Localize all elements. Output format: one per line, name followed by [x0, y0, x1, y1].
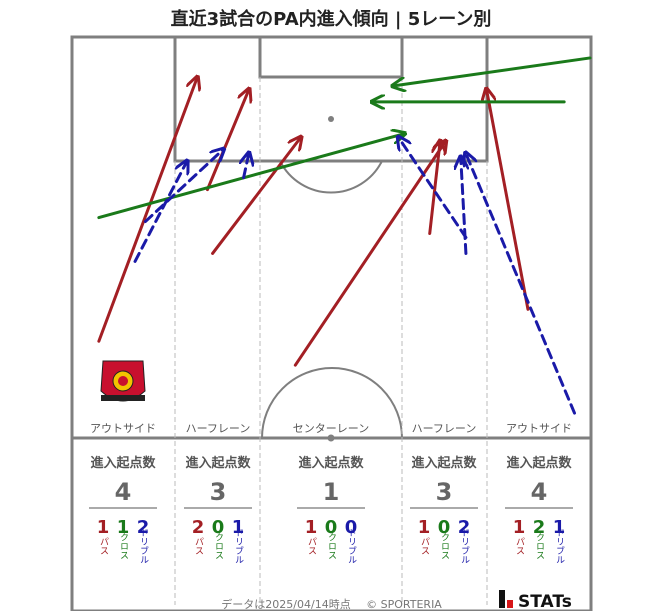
lane-cross-value: 2 — [533, 517, 546, 538]
arrow-dribble-3 — [399, 138, 468, 239]
lane-cross-value: 0 — [438, 517, 451, 538]
lane-cross-label: クロス — [439, 532, 449, 559]
penalty-spot — [328, 116, 334, 122]
lane-name: センターレーン — [293, 422, 369, 435]
lane-name: アウトサイド — [90, 422, 156, 435]
arrow-pass-3 — [293, 142, 445, 367]
lane-pass-label: パス — [98, 537, 109, 555]
lane-total-value: 3 — [436, 478, 453, 506]
brand-logo-text: STATs — [518, 592, 572, 611]
start-count-label: 進入起点数 — [506, 455, 572, 471]
arrow-cross-2 — [97, 134, 404, 220]
arrow-pass-4 — [428, 142, 440, 236]
lane-pass-label: パス — [419, 537, 430, 555]
start-count-label: 進入起点数 — [90, 455, 156, 471]
lane-pass-value: 2 — [192, 517, 205, 538]
arrow-dribble-5 — [466, 154, 576, 415]
center-spot — [327, 434, 335, 442]
start-count-label: 進入起点数 — [185, 455, 251, 471]
lane-cross-label: クロス — [534, 532, 544, 559]
lane-dribble-label: ドリブル — [459, 528, 470, 564]
lane-cross-value: 0 — [325, 517, 338, 538]
lane-pass-label: パス — [306, 537, 317, 555]
lane-pass-value: 1 — [305, 517, 318, 538]
arrow-dribble-0 — [133, 162, 187, 263]
lane-total-value: 3 — [210, 478, 227, 506]
lane-dribble-value: 1 — [232, 517, 245, 538]
lane-stats: 進入起点数41パス1クロス2ドリブル進入起点数32パス0クロス1ドリブル進入起点… — [89, 455, 573, 564]
lane-name: アウトサイド — [506, 422, 572, 435]
arrow-dribble-2 — [244, 154, 249, 180]
penalty-arc — [279, 160, 383, 194]
arrow-cross-0 — [394, 56, 592, 86]
urawa-reds-crest-icon — [100, 360, 146, 402]
lane-pass-label: パス — [514, 537, 525, 555]
lane-dribble-label: ドリブル — [138, 528, 149, 564]
lane-pass-value: 1 — [97, 517, 110, 538]
arrow-dribble-1 — [143, 150, 223, 224]
lane-pass-value: 1 — [513, 517, 526, 538]
footer-credit: © SPORTERIA — [366, 598, 442, 611]
j-stats-logo-icon — [499, 590, 513, 608]
arrow-pass-1 — [205, 90, 248, 192]
lane-cross-value: 0 — [212, 517, 225, 538]
lane-total-value: 4 — [115, 478, 132, 506]
footer-timestamp: データは2025/04/14時点 — [221, 597, 350, 611]
lane-dribble-label: ドリブル — [554, 528, 565, 564]
arrow-pass-0 — [97, 78, 197, 343]
arrow-pass-2 — [211, 138, 301, 255]
lane-dribble-value: 2 — [458, 517, 471, 538]
lane-pass-label: パス — [193, 537, 204, 555]
chart-title: 直近3試合のPA内進入傾向 | 5レーン別 — [171, 8, 492, 30]
lane-cross-label: クロス — [326, 532, 336, 559]
center-circle — [261, 367, 403, 439]
lane-dribble-value: 2 — [137, 517, 150, 538]
lane-cross-value: 1 — [117, 517, 130, 538]
arrow-dribble-4 — [461, 158, 466, 255]
start-count-label: 進入起点数 — [411, 455, 477, 471]
lane-cross-label: クロス — [118, 532, 128, 559]
start-count-label: 進入起点数 — [298, 455, 364, 471]
lane-pass-value: 1 — [418, 517, 431, 538]
lane-dribble-label: ドリブル — [346, 528, 357, 564]
lane-dividers — [174, 77, 488, 605]
lane-dribble-label: ドリブル — [233, 528, 244, 564]
lane-dribble-value: 0 — [345, 517, 358, 538]
goal-area — [258, 35, 404, 79]
arrow-layer — [97, 56, 592, 415]
lane-total-value: 1 — [323, 478, 340, 506]
lane-cross-label: クロス — [213, 532, 223, 559]
lane-total-value: 4 — [531, 478, 548, 506]
pitch — [70, 35, 593, 611]
lane-name: ハーフレーン — [186, 422, 251, 435]
lane-dribble-value: 1 — [553, 517, 566, 538]
arrow-pass-5 — [487, 90, 530, 311]
lane-name: ハーフレーン — [412, 422, 477, 435]
lane-name-row: アウトサイド ハーフレーン センターレーン ハーフレーン アウトサイド — [90, 422, 572, 435]
